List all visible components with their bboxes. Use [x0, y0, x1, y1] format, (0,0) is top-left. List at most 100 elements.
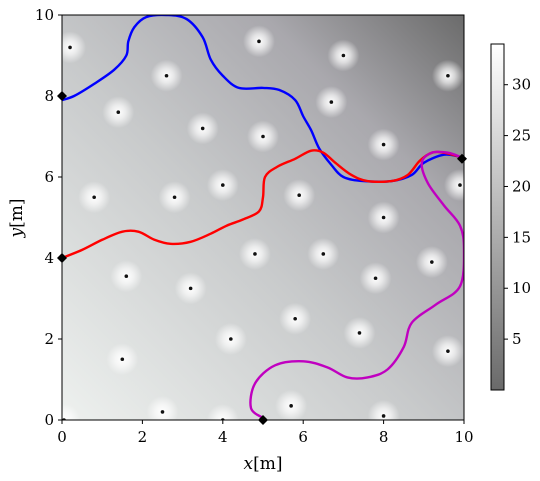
x-tick-label: 6: [298, 428, 308, 446]
trajectory-1: [62, 149, 462, 260]
colorbar-tick-label: 25: [512, 127, 531, 145]
obstacle-17: [174, 272, 207, 305]
obstacle-point: [357, 331, 362, 335]
obstacle-11: [158, 181, 191, 214]
obstacle-1: [150, 59, 183, 92]
y-tick-label: 10: [35, 6, 54, 24]
obstacle-24: [279, 302, 312, 335]
obstacle-28: [146, 395, 179, 420]
colorbar-tick-label: 20: [512, 177, 531, 195]
colorbar-ticks: 5 10 15 20 25 30: [504, 76, 531, 348]
path-layer: [62, 15, 464, 420]
obstacle-point: [253, 252, 257, 256]
obstacle-point: [221, 183, 225, 187]
obstacle-glow: [206, 404, 239, 420]
obstacle-9: [367, 128, 400, 161]
trajectory-2: [249, 150, 464, 420]
obstacle-point: [200, 126, 205, 131]
obstacle-point: [229, 337, 233, 341]
colorbar-tick-label: 30: [512, 76, 531, 94]
colorbar-tick-label: 5: [512, 330, 522, 348]
obstacle-13: [283, 179, 316, 212]
obstacle-point: [289, 404, 293, 408]
y-tick-label: 6: [44, 168, 54, 186]
obstacle-5: [102, 96, 135, 129]
obstacle-point: [321, 252, 326, 256]
colorbar-gradient: [490, 43, 505, 391]
obstacle-2: [242, 25, 275, 58]
obstacle-point: [160, 410, 165, 414]
obstacle-point: [172, 195, 177, 200]
obstacle-15: [443, 169, 464, 202]
obstacle-glow: [62, 31, 87, 64]
obstacle-12: [206, 169, 239, 202]
x-tick-label: 0: [57, 428, 67, 446]
obstacle-point: [381, 414, 386, 418]
heatmap-area: [57, 14, 467, 425]
obstacle-layer: [62, 25, 464, 420]
obstacle-3: [327, 39, 360, 72]
obstacle-glow: [146, 395, 179, 420]
obstacle-glow: [443, 169, 464, 202]
obstacle-point: [446, 73, 450, 78]
y-tick-label: 2: [44, 330, 54, 348]
x-axis-label: x[m]: [244, 454, 283, 474]
obstacle-22: [106, 343, 139, 376]
obstacle-point: [341, 53, 346, 58]
obstacle-31: [367, 399, 400, 420]
x-tick-label: 8: [379, 428, 389, 446]
obstacle-point: [116, 110, 121, 114]
obstacle-point: [458, 183, 462, 187]
obstacle-point: [329, 100, 334, 104]
y-axis-var: y: [7, 228, 27, 239]
obstacle-point: [92, 195, 96, 200]
obstacle-point: [373, 276, 378, 281]
obstacle-7: [247, 120, 279, 153]
obstacle-0: [62, 31, 87, 64]
x-tick-label: 4: [218, 428, 228, 446]
obstacle-16: [110, 260, 143, 293]
y-axis-unit: [m]: [7, 199, 27, 228]
x-axis-var: x: [244, 454, 254, 474]
plot-frame: [61, 14, 465, 421]
obstacle-20: [359, 262, 392, 295]
obstacle-point: [257, 39, 261, 44]
obstacle-4: [431, 59, 464, 92]
x-axis-unit: [m]: [253, 454, 282, 474]
obstacle-glow: [62, 404, 81, 420]
obstacle-point: [188, 286, 193, 291]
obstacle-25: [343, 316, 376, 349]
obstacle-23: [214, 323, 247, 355]
obstacle-point: [124, 274, 129, 279]
obstacle-30: [275, 389, 308, 420]
obstacle-point: [68, 45, 72, 50]
y-tick-label: 8: [44, 87, 54, 105]
colorbar: 5 10 15 20 25 30: [490, 43, 531, 391]
colorbar-tick-label: 10: [512, 279, 531, 297]
obstacle-14: [367, 201, 400, 234]
colorbar-tick-label: 15: [512, 228, 531, 246]
obstacle-21: [415, 246, 448, 279]
obstacle-8: [315, 86, 348, 119]
x-axis-ticks: 0 2 4 6 8 10: [57, 420, 474, 446]
obstacle-point: [261, 134, 265, 139]
x-tick-label: 10: [454, 428, 473, 446]
obstacle-26: [431, 335, 464, 368]
obstacle-point: [297, 193, 301, 198]
obstacle-point: [381, 215, 386, 220]
obstacle-point: [446, 349, 450, 353]
obstacle-point: [381, 142, 386, 147]
obstacle-18: [238, 237, 271, 270]
obstacle-point: [430, 260, 434, 264]
y-axis-label: y[m]: [7, 199, 27, 239]
obstacle-point: [293, 316, 297, 321]
y-tick-label: 4: [44, 249, 54, 267]
obstacle-glow: [367, 399, 400, 420]
y-axis-ticks: 0 2 4 6 8 10: [35, 6, 62, 429]
obstacle-point: [164, 73, 169, 78]
y-tick-label: 0: [44, 411, 54, 429]
obstacle-19: [307, 237, 340, 270]
obstacle-point: [120, 357, 125, 362]
obstacle-6: [186, 112, 219, 145]
